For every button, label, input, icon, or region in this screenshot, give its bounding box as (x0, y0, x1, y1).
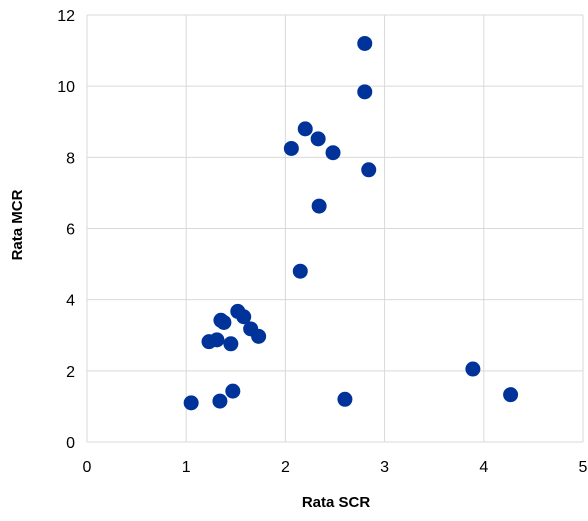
gridlines (86, 14, 584, 443)
y-tick-label: 6 (66, 222, 75, 239)
y-tick-label: 8 (66, 150, 75, 167)
data-point (297, 121, 313, 137)
data-point (209, 332, 225, 348)
x-axis-label: Rata SCR (302, 494, 371, 511)
data-point (465, 361, 481, 377)
data-point (223, 336, 239, 352)
y-axis-label: Rata MCR (9, 189, 26, 260)
data-point (503, 387, 519, 403)
x-tick-label: 3 (380, 459, 389, 476)
data-point (357, 35, 373, 51)
y-tick-label: 2 (66, 364, 75, 381)
x-tick-label: 5 (579, 459, 588, 476)
data-point (183, 395, 199, 411)
data-point (361, 162, 377, 178)
y-tick-label: 10 (57, 79, 75, 96)
data-point (292, 263, 308, 279)
x-tick-label: 0 (83, 459, 92, 476)
data-point (216, 314, 232, 330)
data-point (337, 391, 353, 407)
y-tick-label: 12 (57, 8, 75, 25)
x-tick-label: 1 (182, 459, 191, 476)
x-tick-label: 2 (281, 459, 290, 476)
x-tick-label: 4 (479, 459, 488, 476)
y-tick-label: 0 (66, 435, 75, 452)
y-tick-label: 4 (66, 293, 75, 310)
data-point (212, 393, 228, 409)
data-point (251, 328, 267, 344)
data-points (183, 35, 519, 411)
data-point (225, 383, 241, 399)
data-point (325, 145, 341, 161)
data-point (357, 84, 373, 100)
data-point (310, 131, 326, 147)
data-point (236, 309, 252, 325)
data-point (311, 198, 327, 214)
data-point (283, 140, 299, 156)
